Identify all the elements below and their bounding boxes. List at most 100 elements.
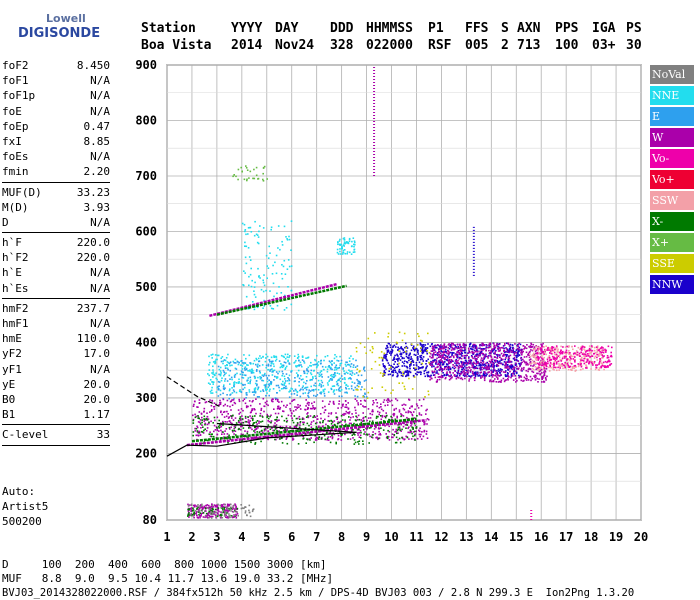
echo-point: [244, 230, 246, 233]
echo-point: [373, 428, 376, 430]
echo-point: [490, 369, 492, 372]
echo-point: [418, 412, 421, 414]
header-label: PS: [626, 21, 642, 36]
echo-point: [258, 396, 260, 398]
y-tick-label: 400: [135, 335, 157, 349]
echo-point: [233, 384, 235, 386]
echo-point: [578, 355, 581, 357]
echo-point: [310, 361, 312, 364]
echo-point: [481, 362, 484, 365]
echo-point: [251, 368, 253, 371]
echo-point: [481, 364, 483, 366]
echo-point: [338, 400, 341, 402]
echo-point: [361, 386, 363, 388]
echo-point: [227, 511, 229, 513]
echo-point: [187, 504, 190, 507]
echo-point: [394, 369, 396, 372]
echo-point: [440, 367, 442, 369]
echo-point: [453, 348, 455, 351]
echo-point: [329, 378, 332, 380]
echo-point: [429, 363, 431, 365]
echo-point: [572, 355, 574, 358]
echo-point: [338, 389, 340, 392]
echo-point: [198, 510, 200, 512]
echo-point: [225, 514, 227, 516]
echo-point: [482, 360, 484, 362]
echo-point: [213, 406, 215, 408]
param-value: 20.0: [83, 392, 111, 406]
echo-point: [534, 357, 537, 360]
echo-point: [562, 350, 564, 353]
echo-point: [555, 356, 558, 358]
echo-point: [353, 251, 356, 253]
echo-point: [439, 352, 442, 354]
echo-point: [513, 356, 516, 359]
echo-point: [212, 361, 215, 363]
echo-point: [589, 352, 591, 354]
echo-point: [440, 348, 443, 350]
echo-point: [244, 374, 247, 377]
echo-point: [315, 437, 317, 440]
param-value: N/A: [90, 266, 110, 280]
echo-point: [508, 365, 511, 367]
echo-point: [403, 357, 405, 360]
echo-point: [199, 512, 202, 514]
echo-point: [414, 369, 416, 371]
echo-point: [378, 411, 381, 414]
echo-point: [389, 400, 391, 403]
header-value: 30: [626, 38, 642, 53]
echo-point: [336, 382, 339, 385]
echo-point: [318, 438, 320, 440]
echo-point: [337, 438, 340, 440]
echo-point: [226, 364, 228, 366]
echo-point: [368, 433, 370, 436]
echo-point: [439, 347, 442, 350]
echo-point: [222, 398, 225, 401]
echo-point: [410, 405, 413, 408]
echo-point: [481, 352, 483, 355]
echo-point: [606, 355, 609, 357]
echo-point: [530, 362, 533, 364]
echo-point: [589, 356, 591, 358]
echo-point: [426, 347, 428, 349]
echo-point: [255, 435, 258, 438]
echo-point: [596, 359, 599, 361]
echo-point: [448, 347, 451, 350]
echo-point: [268, 374, 270, 377]
echo-point: [409, 407, 411, 409]
echo-point: [246, 169, 249, 171]
echo-point: [402, 407, 405, 410]
echo-point: [391, 433, 394, 435]
echo-point: [217, 387, 220, 390]
echo-point: [327, 366, 330, 368]
echo-point: [555, 347, 557, 349]
echo-point: [390, 350, 392, 353]
echo-point: [426, 352, 428, 355]
echo-point: [240, 425, 242, 428]
param-value: 237.7: [76, 301, 110, 315]
echo-point: [302, 421, 304, 424]
echo-point: [222, 511, 225, 513]
echo-point: [301, 359, 304, 361]
echo-point: [407, 427, 409, 430]
echo-point: [421, 431, 423, 433]
echo-point: [388, 430, 391, 433]
echo-point: [468, 375, 470, 377]
echo-point: [253, 293, 256, 296]
echo-point: [492, 348, 494, 350]
echo-point: [352, 416, 354, 418]
echo-point: [425, 430, 428, 433]
echo-point: [209, 399, 211, 401]
echo-point: [554, 366, 557, 369]
echo-point: [531, 370, 533, 373]
echo-point: [457, 362, 459, 364]
echo-point: [203, 420, 205, 422]
echo-point: [305, 382, 307, 385]
echo-point: [393, 356, 395, 359]
echo-point: [454, 346, 456, 349]
echo-point: [456, 361, 458, 363]
echo-point: [238, 381, 240, 383]
echo-point: [220, 511, 222, 513]
echo-point: [275, 356, 278, 358]
echo-point: [313, 384, 315, 387]
